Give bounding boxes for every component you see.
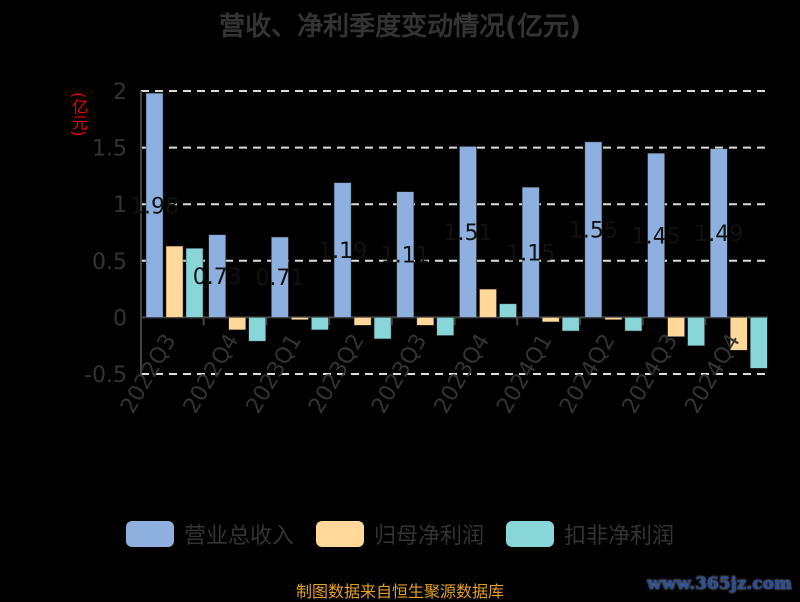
bar-value-label: 0.73 (193, 265, 242, 290)
bar-revenue (647, 153, 665, 318)
legend-swatch (125, 521, 174, 547)
bar-value-label: 1.11 (381, 244, 430, 269)
bar-net-profit (416, 317, 435, 326)
bar-net-profit (604, 317, 623, 320)
watermark: www.365jz.com (647, 574, 792, 594)
chart-title: 营收、净利季度变动情况(亿元) (219, 12, 581, 42)
legend-label: 营业总收入 (183, 524, 294, 549)
legend-item-net-profit[interactable]: 归母净利润 (315, 518, 484, 550)
legend-swatch (506, 521, 554, 547)
y-axis-unit: (亿元) (69, 92, 88, 137)
bar-value-label: 1.55 (569, 219, 618, 244)
bar-value-label: 0.71 (255, 266, 304, 291)
legend-label: 扣非净利润 (564, 524, 675, 549)
bar-net-profit (730, 317, 748, 351)
bar-revenue (208, 234, 226, 318)
y-tick-label: 1 (113, 193, 127, 218)
y-tick-label: -0.5 (84, 363, 127, 388)
bar-value-label: 1.49 (694, 222, 743, 247)
bar-deducted-profit (750, 317, 768, 369)
bar-net-profit (228, 317, 246, 331)
y-tick-label: 0 (113, 306, 127, 331)
bar-deducted-profit (687, 317, 705, 346)
bar-value-label: 1.45 (632, 224, 681, 249)
bar-net-profit (353, 317, 372, 326)
bar-revenue (145, 93, 164, 318)
bar-deducted-profit (185, 248, 204, 318)
y-tick-label: 1.5 (92, 137, 127, 162)
bar-value-label: 1.51 (444, 221, 493, 246)
bar-value-label: 1.19 (318, 239, 367, 264)
bar-net-profit (667, 317, 685, 337)
y-tick-label: 0.5 (92, 250, 127, 275)
bar-revenue (710, 148, 728, 318)
bar-revenue (271, 236, 289, 318)
bar-net-profit (479, 288, 497, 318)
bar-net-profit (165, 245, 184, 318)
bar-deducted-profit (561, 317, 580, 332)
bar-deducted-profit (499, 303, 517, 318)
bar-revenue (459, 146, 477, 318)
bar-deducted-profit (436, 317, 455, 336)
legend-item-deducted-profit[interactable]: 扣非净利润 (506, 518, 674, 550)
bar-deducted-profit (248, 317, 266, 342)
legend-item-revenue[interactable]: 营业总收入 (125, 518, 294, 550)
bar-net-profit (541, 317, 560, 323)
bar-revenue (396, 191, 415, 318)
source-note: 制图数据来自恒生聚源数据库 (295, 582, 504, 601)
y-tick-label: 2 (113, 80, 127, 105)
bar-revenue (584, 141, 603, 318)
legend: 营业总收入 归母净利润 扣非净利润 (0, 518, 800, 550)
bar-net-profit (291, 317, 309, 320)
legend-label: 归母净利润 (373, 524, 484, 549)
bar-revenue (333, 182, 352, 318)
bar-value-label: 1.98 (130, 194, 179, 219)
bar-deducted-profit (311, 317, 329, 331)
bar-value-label: 1.15 (506, 241, 555, 266)
bar-deducted-profit (624, 317, 643, 332)
legend-swatch (315, 521, 364, 547)
bar-revenue (521, 186, 540, 318)
bar-deducted-profit (373, 317, 392, 340)
